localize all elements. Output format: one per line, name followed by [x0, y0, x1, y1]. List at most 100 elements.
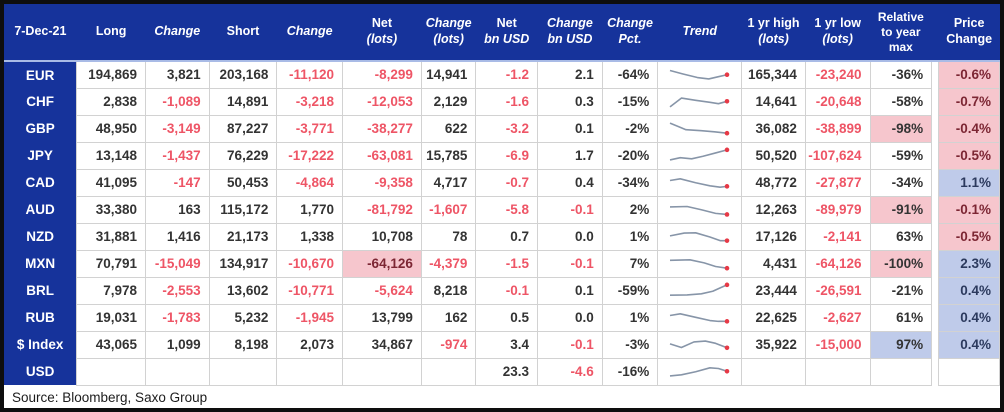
cell-yr-low: -64,126	[804, 249, 871, 278]
cell-chg-pct: 7%	[601, 249, 659, 278]
header-label: Change	[607, 16, 653, 31]
row-label: CAD	[4, 169, 77, 196]
column-gap	[931, 250, 939, 277]
column-gap	[931, 196, 939, 223]
table-row-index: $ Index 43,065 1,099 8,198 2,073 34,867 -974 3.…	[4, 330, 1000, 359]
trend-sparkline	[669, 177, 730, 189]
header-label: Change	[286, 24, 333, 39]
cell-long-chg: -3,149	[144, 114, 210, 143]
cell-long-chg: 1,099	[144, 330, 210, 359]
cell-rel-max	[869, 357, 933, 386]
row-label: GBP	[4, 115, 77, 142]
table-row-rub: RUB 19,031 -1,783 5,232 -1,945 13,799 162 0.5 0.…	[4, 303, 1000, 332]
cell-short: 50,453	[208, 168, 278, 197]
cell-long-chg: 1,416	[144, 222, 210, 251]
cell-yr-high: 22,625	[741, 303, 806, 332]
cell-chg-pct: 2%	[601, 195, 659, 224]
column-gap	[931, 115, 939, 142]
cell-long-chg: -1,437	[144, 141, 210, 170]
header-label: max	[888, 39, 913, 54]
cell-net-usd-chg: 0.1	[537, 114, 603, 143]
table-row-jpy: JPY 13,148 -1,437 76,229 -17,222 -63,081 15,78…	[4, 141, 1000, 170]
cell-short-chg: -10,670	[276, 249, 344, 278]
cell-yr-low: -23,240	[804, 60, 871, 89]
report-date: 7-Dec-21	[4, 4, 77, 61]
cell-net-usd-chg: -0.1	[537, 249, 603, 278]
cell-yr-high: 17,126	[741, 222, 806, 251]
cell-net-lots: 13,799	[342, 303, 422, 332]
trend-sparkline	[669, 205, 730, 217]
cell-long: 48,950	[76, 114, 146, 143]
cell-price-chg: -0.4%	[938, 114, 1000, 143]
cell-net-lots-chg: 15,785	[420, 141, 477, 170]
cell-short: 134,917	[208, 249, 278, 278]
cell-net-lots: -64,126	[342, 249, 422, 278]
cell-yr-high: 35,922	[741, 330, 806, 359]
cell-net-lots-chg: -1,607	[420, 195, 477, 224]
cell-long-chg: -15,049	[144, 249, 210, 278]
cell-rel-max: 63%	[869, 222, 933, 251]
cell-net-usd: -5.8	[475, 195, 539, 224]
cell-net-lots: 10,708	[342, 222, 422, 251]
cell-net-usd: -0.7	[475, 168, 539, 197]
cell-net-usd: -6.9	[475, 141, 539, 170]
trend-sparkline	[669, 366, 730, 377]
cell-long: 33,380	[76, 195, 146, 224]
cell-long: 41,095	[76, 168, 146, 197]
header-label: Net	[496, 16, 517, 31]
col-header-price-chg: Price Change	[938, 4, 1000, 61]
cell-net-usd: 3.4	[475, 330, 539, 359]
cell-yr-high: 23,444	[741, 276, 806, 305]
table-row-usd: USD 23.3 -4.6 -16%	[4, 357, 1000, 386]
cell-short-chg: -3,771	[276, 114, 344, 143]
cell-net-lots-chg: 2,129	[420, 87, 477, 116]
header-label: Change	[946, 32, 993, 46]
trend-endpoint-dot	[724, 183, 730, 189]
column-gap	[931, 169, 939, 196]
cell-net-usd: 0.5	[475, 303, 539, 332]
col-header-net-usd-chg: Change bn USD	[537, 4, 603, 61]
cell-trend	[657, 114, 743, 143]
cell-long-chg: -1,783	[144, 303, 210, 332]
table-body: EUR 194,869 3,821 203,168 -11,120 -8,299 14,94…	[4, 60, 1000, 386]
header-label: (lots)	[433, 32, 464, 46]
cell-chg-pct: -20%	[601, 141, 659, 170]
cell-rel-max: -98%	[869, 114, 933, 143]
cell-short-chg: 1,770	[276, 195, 344, 224]
cell-net-lots: -8,299	[342, 60, 422, 89]
cell-trend	[657, 276, 743, 305]
cell-short: 14,891	[208, 87, 278, 116]
cell-net-lots: -81,792	[342, 195, 422, 224]
cell-net-usd: -1.6	[475, 87, 539, 116]
cell-yr-high: 14,641	[741, 87, 806, 116]
cell-net-usd: -3.2	[475, 114, 539, 143]
cell-yr-high: 50,520	[741, 141, 806, 170]
table-row-eur: EUR 194,869 3,821 203,168 -11,120 -8,299 14,94…	[4, 60, 1000, 89]
cell-short-chg: -11,120	[276, 60, 344, 89]
cell-yr-low: -38,899	[804, 114, 871, 143]
table-header: 7-Dec-21 Long Change Short Change Net (lots) Ch…	[4, 4, 1000, 61]
cell-short-chg: 1,338	[276, 222, 344, 251]
header-label: 7-Dec-21	[14, 24, 67, 39]
header-label: bn USD	[484, 32, 530, 46]
cell-long-chg	[144, 357, 210, 386]
cell-price-chg: -0.6%	[938, 60, 1000, 89]
cell-long-chg: -2,553	[144, 276, 210, 305]
cell-chg-pct: -64%	[601, 60, 659, 89]
cell-net-usd: 0.7	[475, 222, 539, 251]
cell-long: 19,031	[76, 303, 146, 332]
cell-short-chg: -4,864	[276, 168, 344, 197]
header-label: Trend	[682, 24, 718, 39]
cell-short: 13,602	[208, 276, 278, 305]
cell-yr-high: 4,431	[741, 249, 806, 278]
trend-endpoint-dot	[724, 265, 730, 270]
cell-yr-low: -89,979	[804, 195, 871, 224]
cell-long: 13,148	[76, 141, 146, 170]
cell-net-lots-chg: 4,717	[420, 168, 477, 197]
cell-long	[76, 357, 146, 386]
trend-endpoint-dot	[724, 368, 730, 374]
cell-net-usd-chg: 0.0	[537, 222, 603, 251]
cell-net-usd: -1.2	[475, 60, 539, 89]
header-label: (lots)	[822, 32, 853, 46]
